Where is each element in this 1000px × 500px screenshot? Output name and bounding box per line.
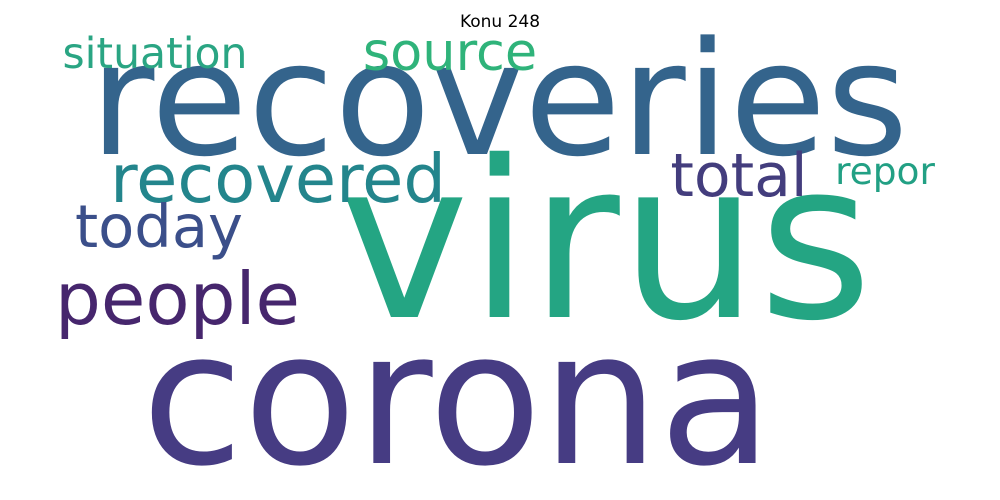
word-people: people <box>54 257 301 342</box>
word-today: today <box>74 192 244 262</box>
word-repor: repor <box>835 149 935 194</box>
word-corona: corona <box>141 290 773 500</box>
word-recoveries: recoveries <box>89 9 909 193</box>
word-source: source <box>362 21 538 83</box>
word-total: total <box>670 141 808 211</box>
page-title: Konu 248 <box>459 12 541 32</box>
word-situation: situation <box>62 29 248 79</box>
word-recovered: recovered <box>110 139 446 218</box>
word-virus: virus <box>339 114 873 370</box>
